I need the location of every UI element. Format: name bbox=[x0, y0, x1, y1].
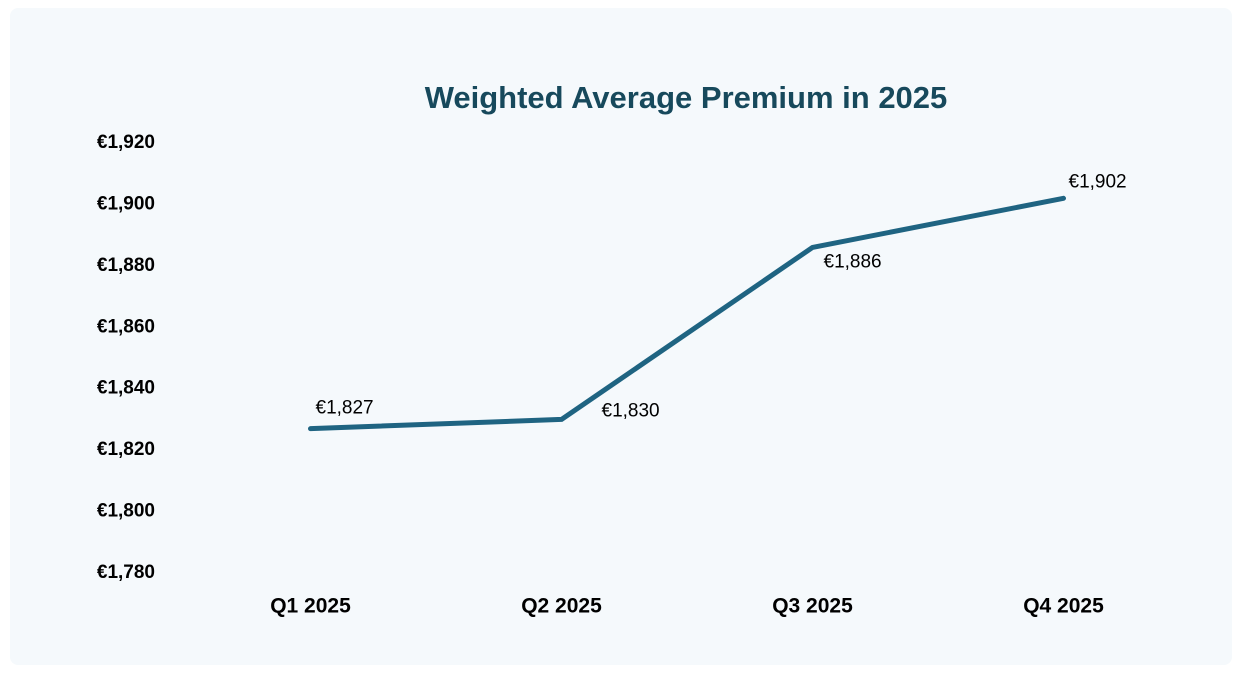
chart-title: Weighted Average Premium in 2025 bbox=[425, 80, 948, 115]
y-tick-label: €1,800 bbox=[97, 501, 155, 522]
data-label: €1,830 bbox=[602, 400, 660, 421]
y-tick-label: €1,860 bbox=[97, 316, 155, 337]
y-tick-label: €1,900 bbox=[97, 193, 155, 214]
line bbox=[308, 195, 1066, 432]
y-tick-label: €1,880 bbox=[97, 255, 155, 276]
data-label: €1,827 bbox=[316, 398, 374, 419]
y-tick-label: €1,780 bbox=[97, 562, 155, 583]
chart-background bbox=[10, 8, 1232, 665]
data-label: €1,886 bbox=[824, 251, 882, 272]
y-tick-label: €1,920 bbox=[97, 132, 155, 153]
data-label: €1,902 bbox=[1069, 171, 1127, 192]
x-tick-label: Q4 2025 bbox=[1023, 595, 1104, 618]
y-tick-label: €1,840 bbox=[97, 378, 155, 399]
x-tick-label: Q3 2025 bbox=[772, 595, 853, 618]
x-tick-label: Q2 2025 bbox=[521, 595, 602, 618]
y-tick-label: €1,820 bbox=[97, 439, 155, 460]
x-tick-label: Q1 2025 bbox=[270, 595, 351, 618]
